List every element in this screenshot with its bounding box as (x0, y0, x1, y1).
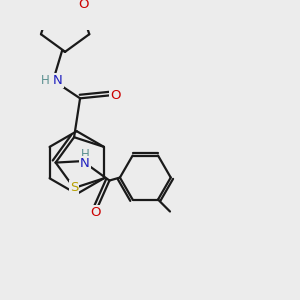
Text: S: S (70, 182, 78, 194)
Text: H: H (81, 148, 89, 161)
Text: N: N (80, 157, 90, 170)
Text: N: N (53, 74, 62, 87)
Text: O: O (110, 89, 121, 102)
Text: O: O (78, 0, 89, 11)
Text: H: H (41, 74, 50, 87)
Text: O: O (91, 206, 101, 219)
